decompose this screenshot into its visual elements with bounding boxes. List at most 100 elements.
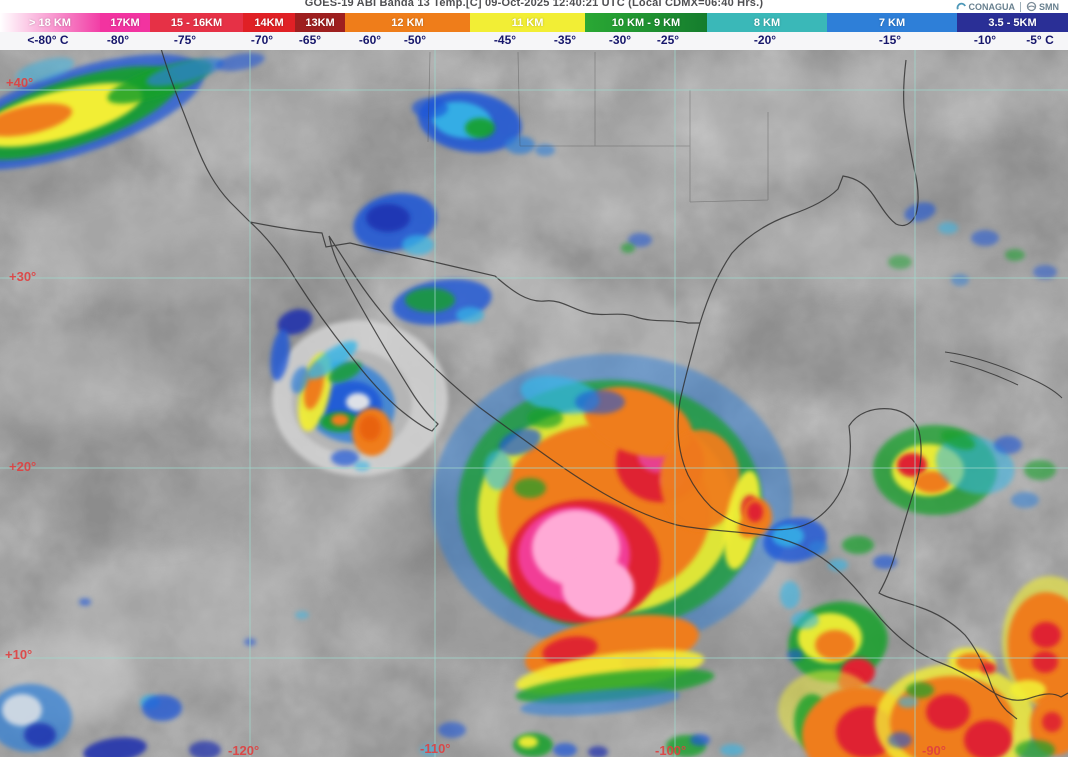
storm-cell (484, 450, 512, 490)
storm-cell (456, 307, 484, 323)
coastline-cuba (944, 351, 1063, 399)
colorbar-segment: 13KM (295, 13, 345, 32)
storm-cell (291, 366, 309, 394)
storm-cell (935, 436, 1015, 494)
storm-cell (518, 736, 538, 748)
storm-cell (412, 98, 448, 118)
storm-cell (520, 688, 680, 716)
storm-cell (189, 741, 221, 757)
coordinate-label: +10° (5, 647, 32, 662)
temp-scale-label: -45° (493, 33, 517, 47)
storm-cell (527, 408, 563, 428)
storm-cell (2, 694, 42, 726)
storm-cell (295, 611, 309, 619)
colorbar-segment: 17KM (100, 13, 150, 32)
colorbar-segment: 7 KM (827, 13, 957, 32)
storm-cell (980, 662, 996, 674)
conagua-logo-text: CONAGUA (968, 1, 1016, 12)
smn-logo-text: SMN (1039, 1, 1059, 12)
storm-cell (690, 734, 710, 746)
satellite-map: +40° +30° +20° +10° -120° -110° -100° -90° (0, 50, 1068, 757)
storm-cell (994, 436, 1022, 454)
temp-scale-label: -75° (173, 33, 197, 47)
storm-cell (938, 222, 958, 234)
storm-cell (772, 525, 804, 547)
temperature-scale: <-80° C -80° -75° -70° -65° -60° -50° -45° -35° -… (0, 32, 1068, 50)
storm-cell (505, 136, 535, 154)
storm-cell (359, 415, 381, 441)
storm-cell (787, 649, 803, 661)
storm-cell (306, 340, 358, 380)
storm-cell (331, 414, 349, 426)
smn-globe-icon (1026, 1, 1037, 12)
coordinate-label: +40° (6, 75, 33, 90)
storm-cell (588, 746, 608, 757)
colorbar-segment: 3.5 - 5KM (957, 13, 1068, 32)
storm-cell (628, 233, 652, 247)
storm-cell (542, 636, 598, 664)
temp-scale-label: -80° (106, 33, 130, 47)
storm-cell (747, 502, 763, 522)
storm-cell (1042, 712, 1062, 732)
temp-scale-label: -60° (358, 33, 382, 47)
colorbar-segment: 12 KM (345, 13, 470, 32)
storm-cell (888, 732, 912, 748)
conagua-logo: CONAGUA (956, 1, 1016, 12)
storm-cell (1011, 492, 1039, 508)
storm-cell (808, 541, 828, 555)
storm-cell (940, 430, 976, 450)
storm-cell (1010, 680, 1046, 700)
storm-cell (277, 309, 313, 335)
storm-cell (402, 235, 434, 255)
storm-cell (465, 118, 495, 138)
altitude-colorbar: > 18 KM 17KM 15 - 16KM 14KM 13KM 12 KM 11 KM 10… (0, 13, 1068, 32)
storm-cell (791, 611, 819, 629)
gray-cloud (840, 50, 1040, 140)
storm-cell (553, 743, 577, 757)
temp-scale-label: <-80° C (27, 33, 69, 47)
storm-cell (366, 204, 410, 232)
logo-divider (1020, 1, 1021, 12)
storm-cell (904, 202, 936, 222)
storm-cell (1031, 622, 1061, 648)
image-title: GOES-19 ABI Banda 13 Temp.[C] 09-Oct-202… (304, 0, 764, 9)
storm-cell (888, 255, 912, 269)
colorbar-segment: 8 KM (707, 13, 827, 32)
storm-cell (828, 559, 848, 571)
header-bar: GOES-19 ABI Banda 13 Temp.[C] 09-Oct-202… (0, 0, 1068, 13)
colorbar-segment: 10 KM - 9 KM (585, 13, 707, 32)
agency-logos: CONAGUA SMN (952, 0, 1062, 13)
storm-cell (873, 555, 897, 569)
coastline-pacific-baja-mexico (160, 50, 1068, 701)
temp-scale-label: -35° (553, 33, 577, 47)
coordinate-label: -120° (228, 743, 259, 757)
temp-scale-label: -5° C (1026, 33, 1054, 47)
storm-cell (842, 536, 874, 554)
coordinate-label: -110° (420, 741, 451, 756)
coordinate-label: +20° (9, 459, 36, 474)
coordinate-labels: +40° +30° +20° +10° -120° -110° -100° -90° (5, 75, 946, 757)
smn-logo: SMN (1026, 1, 1059, 12)
border-us-mexico-rio-grande (249, 221, 700, 324)
storm-cell (898, 696, 918, 708)
colorbar-segment: 15 - 16KM (150, 13, 243, 32)
temp-scale-label: -70° (250, 33, 274, 47)
temp-scale-label: -30° (608, 33, 632, 47)
conagua-swirl-icon (956, 2, 966, 10)
coastline-gulf-yucatan-caribbean (677, 322, 1018, 720)
gray-cloud (10, 410, 270, 550)
temp-scale-label: -15° (878, 33, 902, 47)
gray-cloud (905, 265, 1068, 345)
storm-cell (1032, 651, 1058, 673)
storm-cell (79, 598, 91, 606)
storm-cell (926, 694, 970, 730)
coastline-layer (160, 50, 1068, 720)
storm-cell (906, 682, 934, 698)
latlon-gridlines (0, 50, 1068, 757)
colorbar-segment: 11 KM (470, 13, 585, 32)
storm-cell (438, 722, 466, 738)
storm-cell (514, 478, 546, 498)
storm-cell (660, 430, 740, 530)
temp-scale-label: -50° (403, 33, 427, 47)
temp-scale-label: -25° (656, 33, 680, 47)
